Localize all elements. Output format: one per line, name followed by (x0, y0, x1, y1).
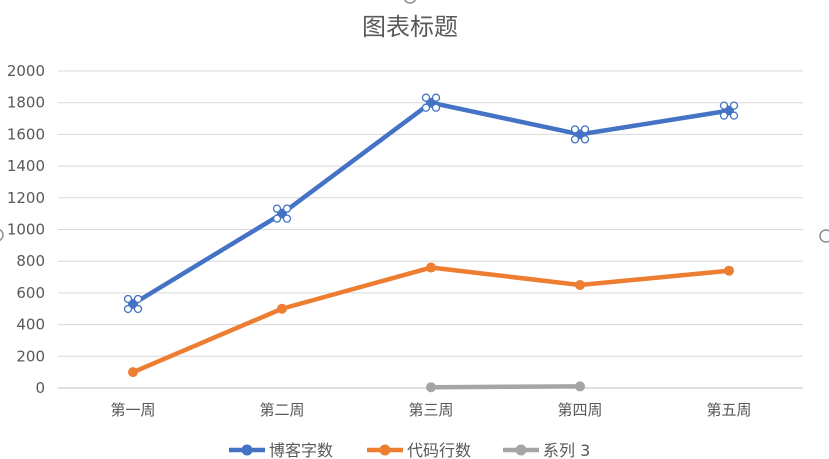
y-tick-label: 0 (35, 379, 45, 397)
point-selection-handle[interactable] (570, 135, 580, 144)
legend-label: 代码行数 (407, 441, 471, 459)
resize-handle[interactable] (819, 229, 829, 243)
selection-handles[interactable] (0, 0, 829, 314)
point-selection-handle[interactable] (431, 93, 441, 102)
point-selection-handle[interactable] (729, 101, 739, 110)
y-tick-label: 400 (16, 316, 45, 334)
data-point[interactable] (575, 279, 585, 290)
resize-handle[interactable] (0, 228, 4, 242)
data-point[interactable] (575, 381, 585, 392)
point-selection-handle[interactable] (123, 294, 133, 304)
point-selection-handle[interactable] (729, 111, 739, 120)
legend[interactable]: 博客字数 代码行数 系列 3 (229, 441, 590, 459)
series-line[interactable] (130, 100, 732, 307)
legend-entry[interactable]: 系列 3 (503, 441, 590, 459)
legend-entry[interactable]: 博客字数 (229, 441, 333, 459)
x-tick-label: 第四周 (557, 401, 602, 419)
y-tick-label: 1800 (7, 94, 45, 112)
data-point[interactable] (426, 382, 436, 393)
series-3[interactable] (426, 381, 585, 393)
x-tick-label: 第二周 (259, 401, 304, 419)
data-point[interactable] (426, 262, 436, 273)
point-selection-handle[interactable] (570, 125, 580, 134)
data-point[interactable] (277, 303, 287, 314)
point-selection-handle[interactable] (282, 214, 292, 223)
y-tick-label: 800 (16, 252, 45, 270)
point-selection-handle[interactable] (580, 125, 590, 134)
point-selection-handle[interactable] (133, 294, 143, 304)
point-selection-handle[interactable] (272, 204, 282, 213)
legend-point-marker (241, 444, 253, 456)
y-axis-tick-labels: 0 200 400 600 800 1000 1200 1400 1600 1800 2000 (7, 62, 45, 397)
y-tick-label: 1000 (7, 221, 45, 239)
y-tick-label: 2000 (7, 62, 45, 80)
series-line[interactable] (428, 384, 583, 390)
point-selection-handle[interactable] (580, 135, 590, 144)
data-point[interactable] (128, 367, 138, 378)
y-tick-label: 200 (16, 347, 45, 365)
chart-title[interactable]: 图表标题 (362, 13, 458, 41)
resize-handle[interactable] (403, 0, 417, 4)
y-tick-label: 600 (16, 284, 45, 302)
x-axis-tick-labels: 第一周 第二周 第三周 第四周 第五周 (110, 401, 751, 419)
y-tick-label: 1600 (7, 125, 45, 143)
point-selection-handle[interactable] (133, 304, 143, 314)
series-layer (128, 97, 734, 393)
x-tick-label: 第一周 (110, 401, 155, 419)
point-selection-handle[interactable] (719, 111, 729, 120)
x-tick-label: 第三周 (408, 401, 453, 419)
point-selection-handle[interactable] (719, 101, 729, 110)
point-selection-handle[interactable] (282, 204, 292, 213)
data-point[interactable] (724, 265, 734, 276)
y-tick-label: 1200 (7, 189, 45, 207)
legend-point-marker (379, 444, 391, 456)
point-selection-handle[interactable] (421, 103, 431, 112)
point-selection-handle[interactable] (123, 304, 133, 314)
x-tick-label: 第五周 (706, 401, 751, 419)
legend-entry[interactable]: 代码行数 (367, 441, 471, 459)
gridlines (58, 70, 803, 389)
point-selection-handle[interactable] (421, 93, 431, 102)
legend-point-marker (515, 444, 527, 456)
series-2[interactable] (128, 262, 734, 378)
y-tick-label: 1400 (7, 157, 45, 175)
legend-label: 系列 3 (543, 441, 590, 459)
legend-label: 博客字数 (269, 441, 333, 459)
point-selection-handle[interactable] (431, 103, 441, 112)
point-selection-handle[interactable] (272, 214, 282, 223)
